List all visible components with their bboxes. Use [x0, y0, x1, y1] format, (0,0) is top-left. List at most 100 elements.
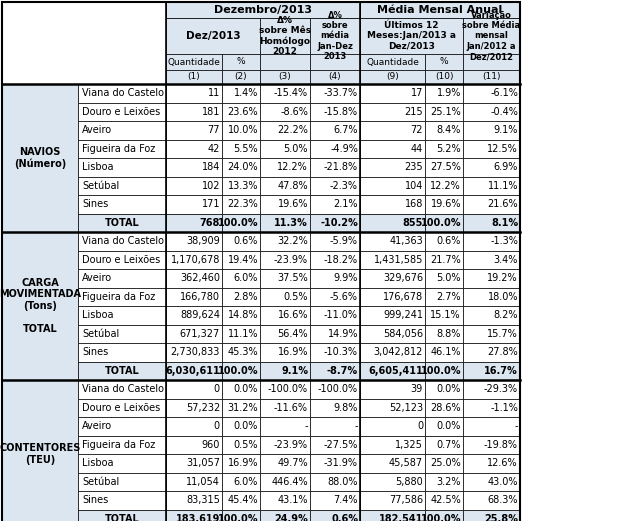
- Bar: [463, 251, 520, 269]
- Bar: [78, 214, 166, 232]
- Bar: [222, 158, 260, 177]
- Text: Viana do Castelo: Viana do Castelo: [82, 384, 164, 394]
- Bar: [310, 343, 360, 362]
- Text: 31,057: 31,057: [186, 458, 220, 468]
- Bar: [166, 362, 222, 380]
- Text: 0.0%: 0.0%: [436, 384, 461, 394]
- Text: 2,730,833: 2,730,833: [171, 348, 220, 357]
- Text: Aveiro: Aveiro: [82, 125, 112, 135]
- Bar: [260, 140, 310, 158]
- Text: (10): (10): [435, 72, 453, 81]
- Text: 46.1%: 46.1%: [431, 348, 461, 357]
- Bar: [222, 380, 260, 399]
- Text: (3): (3): [279, 72, 291, 81]
- Text: 0: 0: [214, 421, 220, 431]
- Text: 25.8%: 25.8%: [484, 514, 518, 521]
- Bar: [425, 306, 463, 325]
- Text: 11.1%: 11.1%: [227, 329, 258, 339]
- Bar: [222, 103, 260, 121]
- Bar: [222, 232, 260, 251]
- Bar: [166, 54, 222, 70]
- Bar: [463, 362, 520, 380]
- Bar: [260, 362, 310, 380]
- Bar: [425, 232, 463, 251]
- Text: 88.0%: 88.0%: [327, 477, 358, 487]
- Text: 16.9%: 16.9%: [227, 458, 258, 468]
- Text: 68.3%: 68.3%: [487, 495, 518, 505]
- Text: 100.0%: 100.0%: [217, 366, 258, 376]
- Bar: [463, 103, 520, 121]
- Text: Figueira da Foz: Figueira da Foz: [82, 292, 155, 302]
- Bar: [222, 306, 260, 325]
- Text: Setúbal: Setúbal: [82, 181, 119, 191]
- Bar: [222, 70, 260, 84]
- Text: 446.4%: 446.4%: [271, 477, 308, 487]
- Bar: [310, 380, 360, 399]
- Text: 100.0%: 100.0%: [217, 514, 258, 521]
- Text: Lisboa: Lisboa: [82, 458, 114, 468]
- Bar: [310, 362, 360, 380]
- Text: -31.9%: -31.9%: [324, 458, 358, 468]
- Bar: [78, 177, 166, 195]
- Text: 43.0%: 43.0%: [487, 477, 518, 487]
- Bar: [310, 158, 360, 177]
- Bar: [222, 54, 260, 70]
- Bar: [166, 436, 222, 454]
- Bar: [78, 158, 166, 177]
- Text: 77: 77: [207, 125, 220, 135]
- Text: %: %: [440, 57, 448, 67]
- Bar: [2, 380, 78, 521]
- Text: 5.2%: 5.2%: [436, 144, 461, 154]
- Text: 6.0%: 6.0%: [234, 273, 258, 283]
- Bar: [425, 491, 463, 510]
- Bar: [425, 177, 463, 195]
- Text: Últimos 12
Meses:Jan/2013 a
Dez/2013: Últimos 12 Meses:Jan/2013 a Dez/2013: [367, 21, 456, 51]
- Text: 0.6%: 0.6%: [436, 236, 461, 246]
- Bar: [78, 232, 166, 251]
- Text: -5.9%: -5.9%: [330, 236, 358, 246]
- Text: Douro e Leixões: Douro e Leixões: [82, 403, 160, 413]
- Bar: [463, 325, 520, 343]
- Text: 855: 855: [403, 218, 423, 228]
- Bar: [166, 306, 222, 325]
- Bar: [260, 325, 310, 343]
- Bar: [260, 158, 310, 177]
- Text: Setúbal: Setúbal: [82, 329, 119, 339]
- Bar: [463, 214, 520, 232]
- Bar: [360, 491, 425, 510]
- Text: Dez/2013: Dez/2013: [186, 31, 241, 41]
- Bar: [310, 177, 360, 195]
- Bar: [166, 121, 222, 140]
- Text: -2.3%: -2.3%: [330, 181, 358, 191]
- Text: -1.1%: -1.1%: [490, 403, 518, 413]
- Text: 19.4%: 19.4%: [227, 255, 258, 265]
- Bar: [166, 491, 222, 510]
- Text: -18.2%: -18.2%: [324, 255, 358, 265]
- Text: -23.9%: -23.9%: [274, 440, 308, 450]
- Bar: [463, 140, 520, 158]
- Text: -1.3%: -1.3%: [490, 236, 518, 246]
- Text: NAVIOS
(Número): NAVIOS (Número): [14, 147, 66, 169]
- Bar: [78, 362, 166, 380]
- Text: 181: 181: [202, 107, 220, 117]
- Text: CARGA
MOVIMENTADA
(Tons)

TOTAL: CARGA MOVIMENTADA (Tons) TOTAL: [0, 278, 81, 334]
- Text: -100.0%: -100.0%: [268, 384, 308, 394]
- Text: 0.7%: 0.7%: [436, 440, 461, 450]
- Bar: [360, 103, 425, 121]
- Bar: [222, 343, 260, 362]
- Bar: [310, 84, 360, 103]
- Bar: [310, 103, 360, 121]
- Bar: [166, 510, 222, 521]
- Bar: [425, 380, 463, 399]
- Bar: [425, 103, 463, 121]
- Text: 168: 168: [404, 199, 423, 209]
- Bar: [166, 140, 222, 158]
- Bar: [360, 454, 425, 473]
- Bar: [463, 18, 520, 54]
- Text: 21.6%: 21.6%: [487, 199, 518, 209]
- Bar: [260, 121, 310, 140]
- Text: (4): (4): [328, 72, 341, 81]
- Bar: [166, 214, 222, 232]
- Bar: [360, 84, 425, 103]
- Bar: [360, 399, 425, 417]
